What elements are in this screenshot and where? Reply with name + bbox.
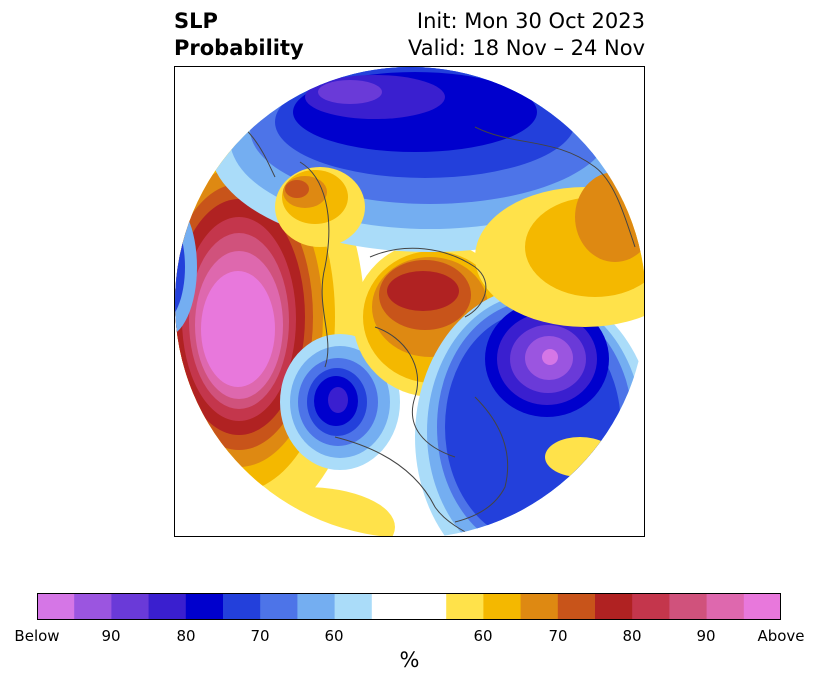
- colorbar-cell: [223, 593, 261, 620]
- colorbar-unit-label: %: [399, 648, 420, 672]
- colorbar-cell: [74, 593, 112, 620]
- colorbar-cell: [483, 593, 522, 620]
- title-variable-line2: Probability: [174, 36, 304, 60]
- colorbar-cell: [260, 593, 298, 620]
- colorbar-tick-below-90: 90: [101, 627, 121, 645]
- colorbar-tick-below-70: 70: [250, 627, 270, 645]
- colorbar: [37, 593, 781, 620]
- western-north-america-low: [280, 334, 400, 470]
- title-dates: Init: Mon 30 Oct 2023 Valid: 18 Nov – 24…: [408, 8, 645, 62]
- colorbar-cell: [37, 593, 75, 620]
- title-variable-line1: SLP: [174, 9, 218, 33]
- colorbar-cell: [595, 593, 633, 620]
- probability-field: [175, 67, 644, 536]
- colorbar-cell: [520, 593, 559, 620]
- colorbar-cell: [632, 593, 670, 620]
- colorbar-tick-above-90: 90: [696, 627, 716, 645]
- colorbar-cell: [743, 593, 781, 620]
- colorbar-tick-above-60: 60: [473, 627, 493, 645]
- colorbar-tick-above-80: 80: [622, 627, 642, 645]
- colorbar-tick-below: Below: [14, 627, 60, 645]
- colorbar-tick-above: Above: [757, 627, 805, 645]
- valid-date-label: Valid: 18 Nov – 24 Nov: [408, 36, 645, 60]
- central-asia-high: [275, 167, 365, 247]
- colorbar-cell: [111, 593, 150, 620]
- colorbar-cell: [185, 593, 224, 620]
- colorbar-cell: [706, 593, 745, 620]
- title-variable: SLP Probability: [174, 8, 304, 62]
- colorbar-tick-below-80: 80: [176, 627, 196, 645]
- coastline-outlines: [214, 106, 636, 536]
- colorbar-cell: [297, 593, 336, 620]
- colorbar-cell: [557, 593, 596, 620]
- colorbar-cell: [371, 593, 447, 620]
- colorbar-cell: [334, 593, 373, 620]
- colorbar-cell: [148, 593, 187, 620]
- colorbar-cell: [446, 593, 484, 620]
- polar-map: [174, 66, 645, 537]
- colorbar-tick-below-60: 60: [324, 627, 344, 645]
- colorbar-border: [37, 593, 781, 620]
- colorbar-tick-above-70: 70: [548, 627, 568, 645]
- colorbar-cell: [669, 593, 708, 620]
- atlantic-above-patch: [545, 437, 615, 477]
- probability-map-svg: [175, 67, 644, 536]
- init-date-label: Init: Mon 30 Oct 2023: [416, 9, 645, 33]
- colorbar-tick-labels: Below 90 80 70 60 60 70 80 90 Above: [0, 627, 819, 647]
